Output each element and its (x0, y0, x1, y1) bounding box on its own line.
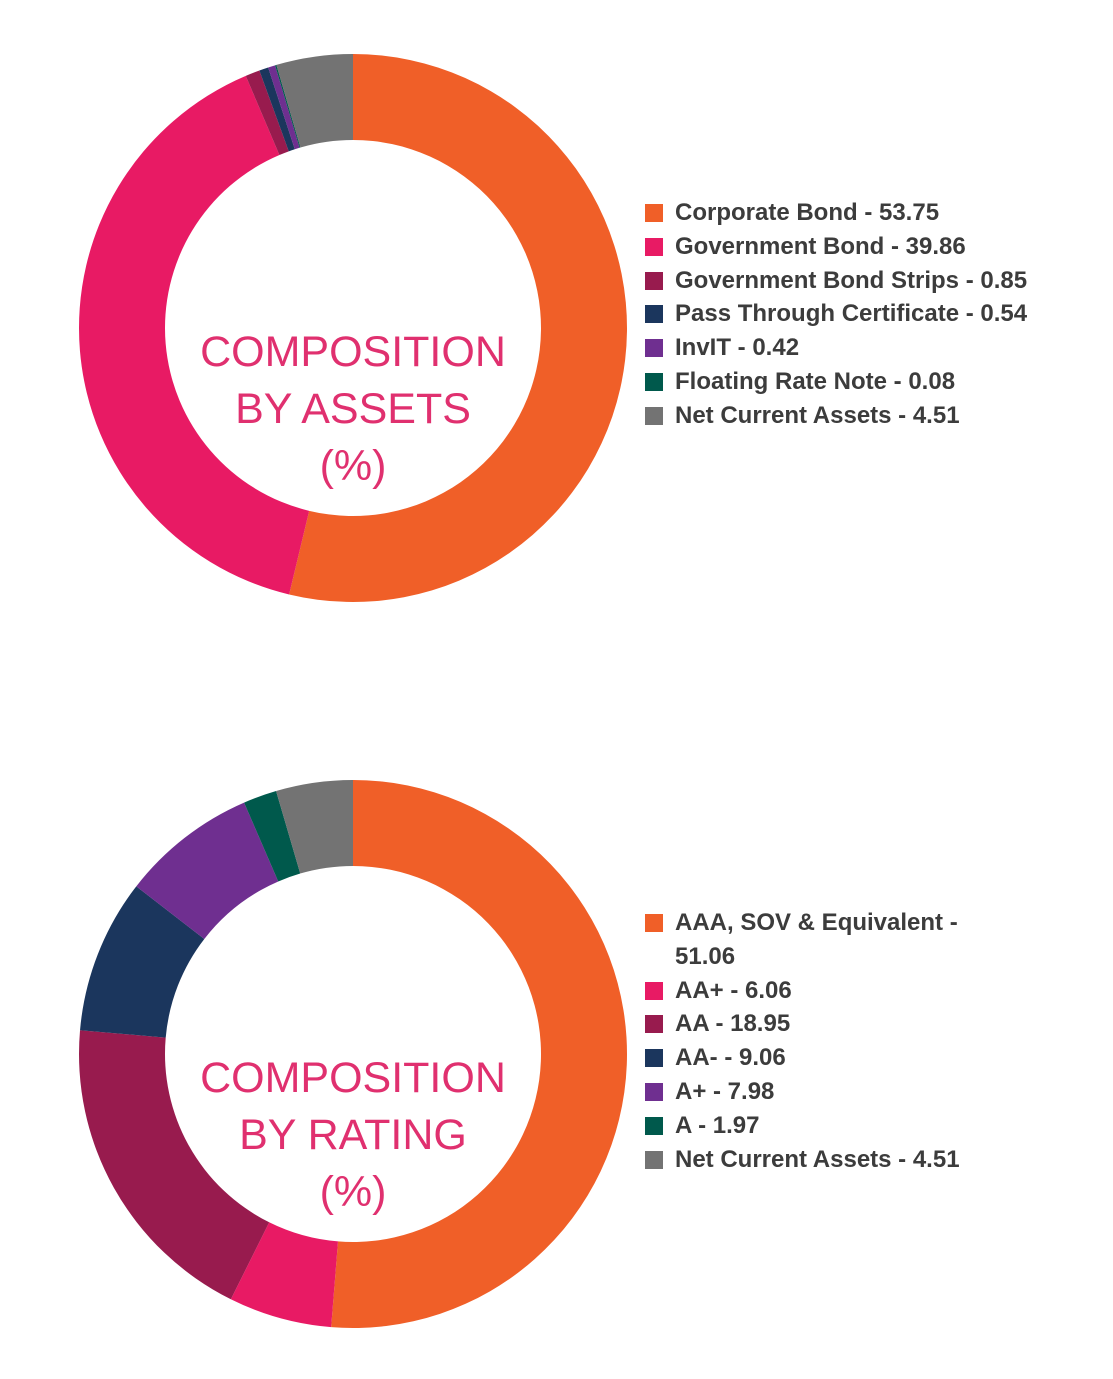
legend-label: Pass Through Certificate - 0.54 (675, 300, 1028, 328)
legend-swatch (645, 1015, 663, 1034)
legend-swatch (645, 339, 663, 358)
rating-legend: AAA, SOV & Equivalent - 51.06 AA+ - 6.06… (645, 906, 1085, 1176)
legend-label: AA- - 9.06 (675, 1044, 786, 1072)
legend-swatch (645, 1049, 663, 1068)
legend-item-government-bond: Government Bond - 39.86 (645, 230, 1085, 264)
legend-swatch (645, 406, 663, 425)
donut-slice-4 (136, 802, 279, 939)
assets-center-line-1: COMPOSITION (200, 328, 506, 376)
donut-slice-3 (80, 886, 205, 1038)
assets-center-line-3: (%) (319, 442, 387, 490)
legend-swatch (645, 981, 663, 1000)
rating-center-label: COMPOSITION BY RATING (%) (168, 1050, 538, 1221)
legend-label: Net Current Assets - 4.51 (675, 1145, 960, 1173)
legend-item-aa: AA - 18.95 (645, 1007, 1005, 1041)
rating-donut (78, 780, 628, 1328)
donut-slice-5 (275, 64, 301, 148)
legend-label: Net Current Assets - 4.51 (675, 401, 960, 429)
legend-label: InvIT - 0.42 (675, 334, 800, 362)
legend-label: A+ - 7.98 (675, 1077, 775, 1105)
donut-slice-0 (289, 54, 628, 603)
legend-item-a-plus: A+ - 7.98 (645, 1075, 1005, 1109)
legend-label: AA - 18.95 (675, 1010, 791, 1038)
donut-slice-4 (268, 65, 300, 150)
legend-label: Government Bond - 39.86 (675, 232, 966, 260)
legend-item-aa-plus: AA+ - 6.06 (645, 974, 1005, 1008)
legend-swatch (645, 1116, 663, 1135)
legend-item-invit: InvIT - 0.42 (645, 331, 1085, 365)
legend-item-net-current-assets: Net Current Assets - 4.51 (645, 399, 1085, 433)
legend-swatch (645, 305, 663, 324)
legend-swatch (645, 1150, 663, 1169)
rating-center-line-3: (%) (319, 1168, 387, 1216)
donut-slice-3 (259, 67, 295, 152)
donut-slice-5 (244, 791, 301, 882)
legend-item-corporate-bond: Corporate Bond - 53.75 (645, 196, 1085, 230)
legend-swatch (645, 914, 663, 932)
composition-by-rating-chart: COMPOSITION BY RATING (%) AAA, SOV & Equ… (0, 774, 1113, 1334)
legend-label: A - 1.97 (675, 1111, 760, 1139)
legend-item-pass-through-certificate: Pass Through Certificate - 0.54 (645, 297, 1085, 331)
legend-item-aa-minus: AA- - 9.06 (645, 1041, 1005, 1075)
donut-slice-1 (79, 75, 310, 595)
assets-legend: Corporate Bond - 53.75 Government Bond -… (645, 196, 1085, 433)
legend-label: Floating Rate Note - 0.08 (675, 367, 956, 395)
legend-swatch (645, 372, 663, 391)
legend-item-aaa-sov: AAA, SOV & Equivalent - 51.06 (645, 906, 1005, 974)
legend-item-a: A - 1.97 (645, 1109, 1005, 1143)
legend-label: AAA, SOV & Equivalent - 51.06 (675, 909, 958, 970)
legend-label: AA+ - 6.06 (675, 976, 792, 1004)
legend-swatch (645, 1082, 663, 1101)
donut-slice-1 (230, 1222, 339, 1328)
assets-center-label: COMPOSITION BY ASSETS (%) (168, 324, 538, 495)
rating-center-line-2: BY RATING (239, 1111, 467, 1159)
legend-swatch (645, 204, 663, 222)
donut-slice-0 (331, 780, 628, 1328)
donut-slice-2 (245, 70, 289, 155)
donut-slice-2 (78, 1030, 270, 1300)
legend-label: Government Bond Strips - 0.85 (675, 266, 1028, 294)
legend-swatch (645, 271, 663, 290)
assets-donut (79, 54, 628, 603)
legend-swatch (645, 237, 663, 256)
legend-item-net-current-assets: Net Current Assets - 4.51 (645, 1143, 1005, 1177)
legend-label: Corporate Bond - 53.75 (675, 199, 940, 226)
legend-item-floating-rate-note: Floating Rate Note - 0.08 (645, 365, 1085, 399)
assets-center-line-2: BY ASSETS (235, 385, 471, 433)
donut-slice-6 (276, 54, 353, 148)
rating-center-line-1: COMPOSITION (200, 1054, 506, 1102)
legend-item-government-bond-strips: Government Bond Strips - 0.85 (645, 264, 1085, 298)
composition-by-assets-chart: COMPOSITION BY ASSETS (%) Corporate Bond… (0, 48, 1113, 608)
donut-slice-6 (276, 780, 353, 874)
